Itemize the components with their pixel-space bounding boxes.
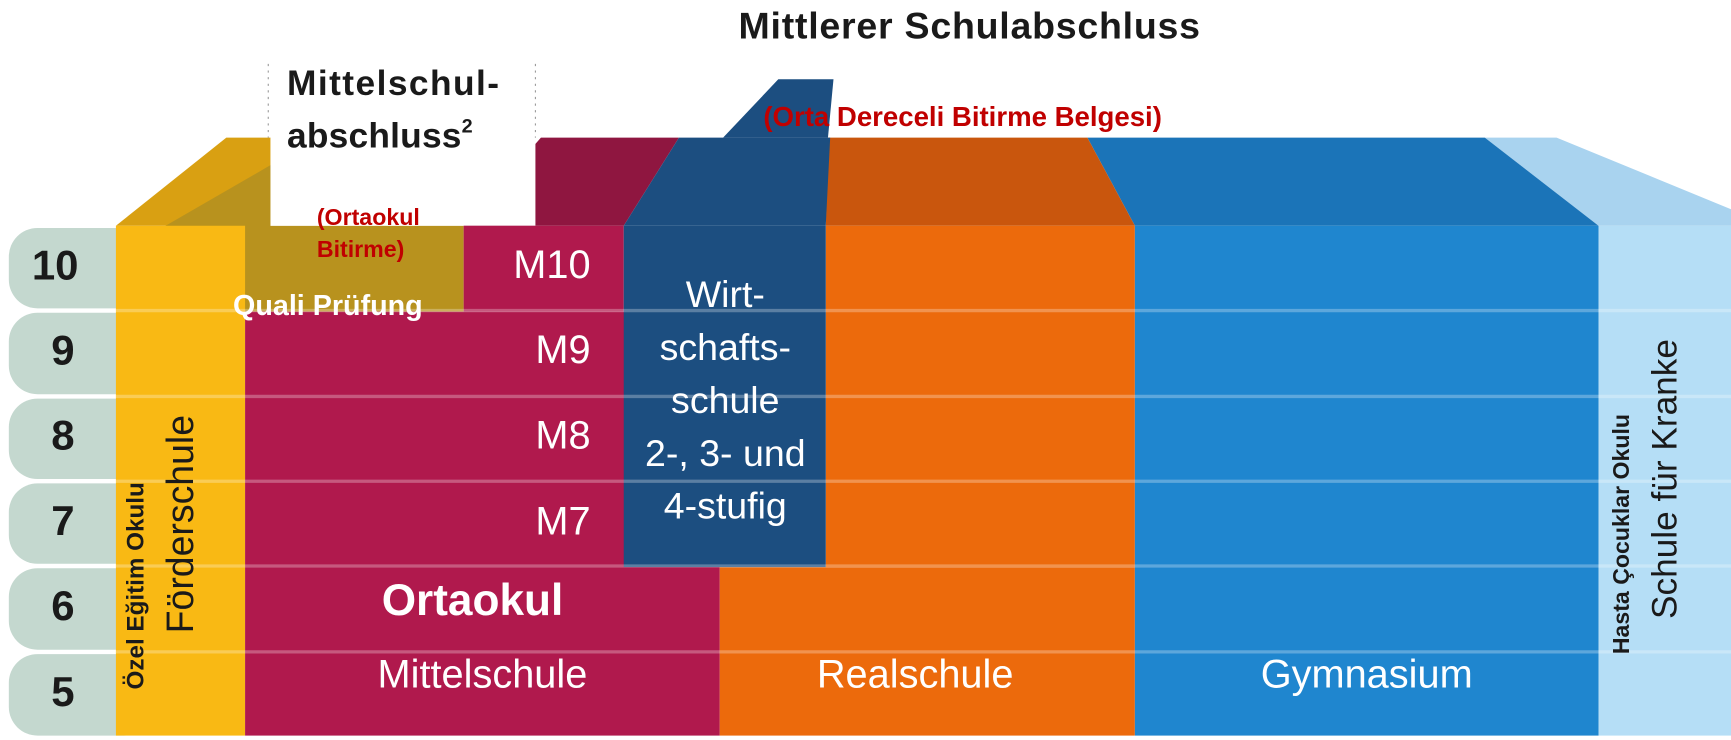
realschule-label: Realschule: [817, 653, 1014, 697]
gymnasium-label: Gymnasium: [1261, 653, 1473, 697]
kranke-top: [1484, 137, 1731, 226]
wirtschaftsschule-tab: [723, 79, 834, 138]
wirtschaftsschule-label: 2-, 3- und: [645, 432, 806, 474]
grade-label: 8: [51, 411, 74, 458]
foerderschule: [115, 225, 246, 736]
foerderschule-label: Förderschule: [159, 415, 201, 633]
m-label: M7: [535, 500, 590, 544]
gymnasium: [1134, 225, 1599, 736]
m-label: M10: [513, 243, 590, 287]
mittelschule: [463, 225, 624, 312]
wirtschaftsschule-label: schafts-: [660, 326, 791, 368]
mittelschulabschluss: abschluss2: [287, 116, 473, 156]
grade-label: 5: [51, 668, 74, 715]
mittelschulabschluss-box: [270, 66, 536, 226]
realschule-top: [825, 137, 1135, 226]
wirtschaftsschule-label: 4-stufig: [664, 485, 787, 527]
m-label: M9: [535, 328, 590, 372]
grade-label: 7: [51, 497, 74, 544]
kranke-label: Schule für Kranke: [1645, 339, 1684, 619]
realschule: [719, 567, 1135, 736]
grade-label: 10: [32, 242, 79, 289]
kranke-translation: Hasta Çocuklar Okulu: [1608, 414, 1634, 654]
row-lines: [115, 308, 1731, 654]
foerderschule-translation: Özel Eğitim Okulu: [122, 482, 149, 689]
text: abschluss: [287, 117, 461, 156]
wirtschaftsschule-label: Wirt-: [686, 273, 765, 315]
heading: Mittlerer Schulabschluss: [739, 5, 1200, 47]
gymnasium-top: [1087, 137, 1599, 226]
wirtschaftsschule: [623, 225, 826, 568]
heading-translation: (Orta Dereceli Bitirme Belgesi): [763, 101, 1162, 132]
quali-pruefung: Quali Prüfung: [233, 290, 423, 322]
m-label: M8: [535, 414, 590, 458]
schule-fuer-kranke: [1598, 225, 1731, 736]
ortaokul-bitirme: (Ortaokul: [317, 204, 420, 230]
ortaokul-bitirme: Bitirme): [317, 236, 405, 262]
mittelschulabschluss: Mittelschul-: [287, 64, 499, 103]
footnote: 2: [462, 116, 473, 138]
grade-label: 9: [51, 327, 74, 374]
realschule: [825, 225, 1135, 568]
ortaokul: Ortaokul: [382, 576, 564, 625]
mittelschule-label: Mittelschule: [378, 653, 588, 697]
wirtschaftsschule-top: [623, 137, 831, 226]
wirtschaftsschule-label: schule: [671, 379, 779, 421]
grade-label: 6: [51, 582, 74, 629]
